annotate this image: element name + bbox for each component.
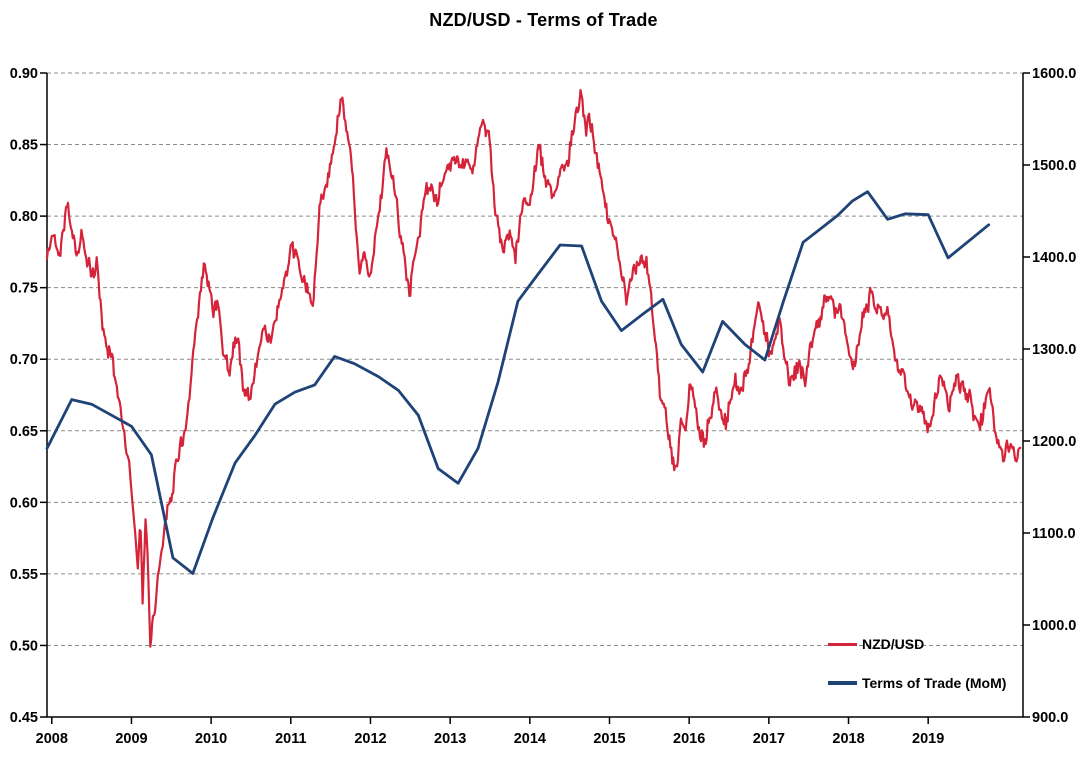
legend-swatch-nzdusd xyxy=(828,642,857,646)
y-right-tick-label: 1600.0 xyxy=(1032,66,1076,82)
y-left-tick-label: 0.45 xyxy=(10,710,38,726)
legend-label-terms-of-trade: Terms of Trade (MoM) xyxy=(862,675,1007,691)
y-left-tick-label: 0.90 xyxy=(10,66,38,82)
x-tick-label: 2015 xyxy=(593,731,625,747)
y-right-tick-label: 1300.0 xyxy=(1032,342,1076,358)
x-tick-label: 2017 xyxy=(753,731,785,747)
x-tick-label: 2018 xyxy=(832,731,864,747)
y-right-tick-label: 1200.0 xyxy=(1032,434,1076,450)
x-tick-label: 2019 xyxy=(912,731,944,747)
y-left-tick-label: 0.80 xyxy=(10,209,38,225)
y-left-tick-label: 0.50 xyxy=(10,638,38,654)
y-right-tick-label: 1500.0 xyxy=(1032,158,1076,174)
y-left-tick-label: 0.65 xyxy=(10,424,38,440)
x-tick-label: 2010 xyxy=(195,731,227,747)
y-right-tick-label: 1000.0 xyxy=(1032,618,1076,634)
legend-swatch-terms-of-trade xyxy=(828,681,857,685)
x-tick-label: 2014 xyxy=(514,731,546,747)
series-terms-of-trade-line xyxy=(45,190,991,575)
x-tick-label: 2016 xyxy=(673,731,705,747)
y-left-tick-label: 0.75 xyxy=(10,281,38,297)
series-nzdusd-line xyxy=(45,89,1022,648)
y-right-tick-label: 900.0 xyxy=(1032,710,1068,726)
x-tick-label: 2012 xyxy=(354,731,386,747)
x-tick-label: 2009 xyxy=(115,731,147,747)
x-tick-label: 2011 xyxy=(275,731,306,747)
legend-item-terms-of-trade: Terms of Trade (MoM) xyxy=(828,673,1006,693)
legend-item-nzdusd: NZD/USD xyxy=(828,634,1006,654)
x-tick-label: 2013 xyxy=(434,731,466,747)
x-tick-label: 2008 xyxy=(36,731,68,747)
y-right-tick-label: 1400.0 xyxy=(1032,250,1076,266)
legend-label-nzdusd: NZD/USD xyxy=(862,636,925,652)
y-left-tick-label: 0.60 xyxy=(10,495,38,511)
legend: NZD/USD Terms of Trade (MoM) xyxy=(828,634,1006,712)
chart-title: NZD/USD - Terms of Trade xyxy=(429,10,658,30)
y-right-tick-label: 1100.0 xyxy=(1032,526,1076,542)
y-left-tick-label: 0.85 xyxy=(10,138,38,154)
y-left-tick-label: 0.55 xyxy=(10,567,38,583)
y-left-tick-label: 0.70 xyxy=(10,352,38,368)
